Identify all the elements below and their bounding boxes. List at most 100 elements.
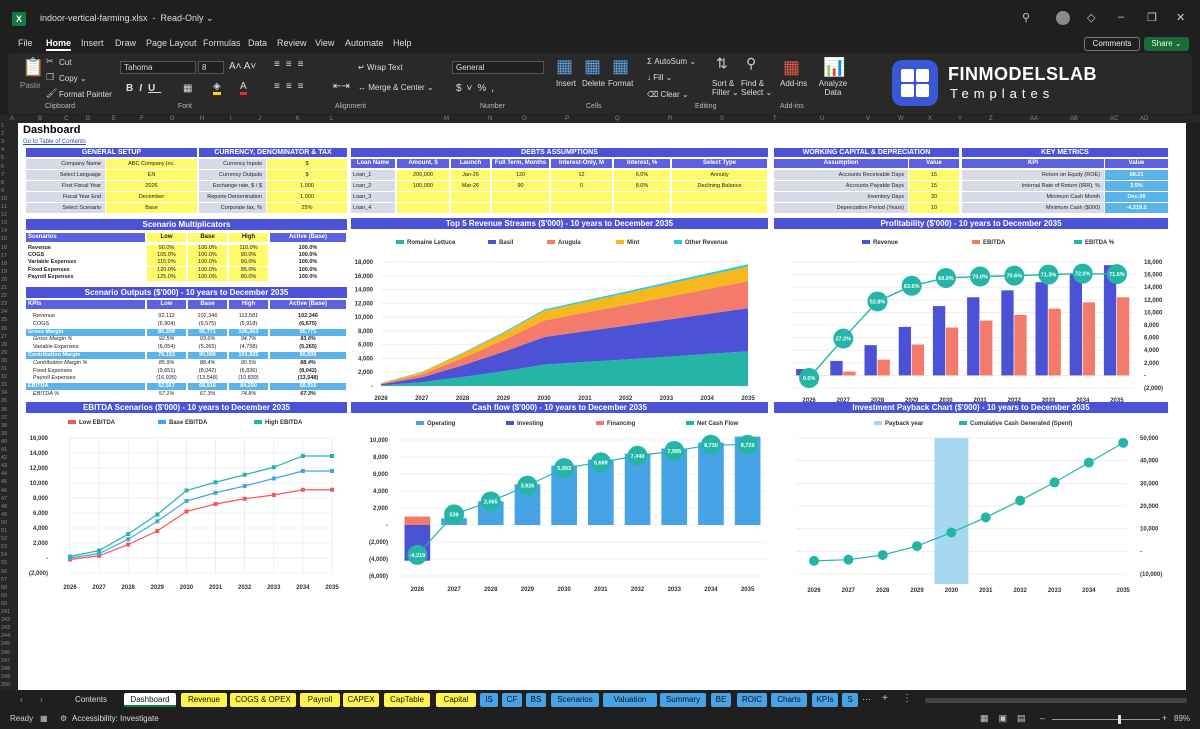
format-cells-button[interactable]: Format — [608, 79, 634, 88]
paste-button[interactable]: Paste — [20, 81, 41, 90]
autosum-button[interactable]: Σ AutoSum ⌄ — [647, 57, 697, 66]
align-left-icons[interactable]: ≡≡≡ — [274, 81, 310, 92]
find-select-button[interactable]: Find & Select ⌄ — [741, 79, 773, 97]
indent-icon[interactable]: ⇤⇥ — [333, 81, 350, 92]
sheet-tab[interactable]: CAPEX — [343, 693, 379, 707]
zoom-slider[interactable] — [1052, 719, 1160, 720]
copy-icon[interactable]: ❐ — [46, 72, 55, 82]
outputs-cell: 67.3% — [199, 391, 216, 397]
delete-cells-button[interactable]: Delete — [582, 79, 606, 88]
sheet-tab[interactable]: COGS & OPEX — [230, 693, 296, 707]
add-sheet-icon[interactable]: + — [882, 693, 888, 704]
analyze-data-button[interactable]: Analyze Data — [818, 79, 848, 97]
sheet-list-icon[interactable]: ⋮ — [902, 693, 912, 704]
menu-data[interactable]: Data — [248, 38, 268, 48]
diamond-icon[interactable]: ◇ — [1087, 12, 1096, 24]
menu-insert[interactable]: Insert — [81, 38, 104, 48]
format-painter-icon[interactable]: 🖌 — [46, 88, 58, 98]
sheet-tab[interactable]: Dashboard — [124, 693, 176, 707]
menu-page-layout[interactable]: Page Layout — [146, 38, 197, 48]
sheet-tab[interactable]: IS — [480, 693, 498, 707]
sheet-tab[interactable]: Capital — [436, 693, 476, 707]
clear-button[interactable]: ⌫ Clear ⌄ — [647, 90, 689, 99]
fill-color-icon[interactable]: ◈ — [213, 81, 221, 95]
align-top-icons[interactable]: ≡≡≡ — [274, 59, 310, 70]
worksheet[interactable]: Dashboard Go to Table of Contents GENERA… — [18, 123, 1186, 690]
merge-center-button[interactable]: ↔ Merge & Center ⌄ — [358, 83, 434, 92]
number-format-icons[interactable]: $˅%, — [456, 83, 500, 94]
menu-automate[interactable]: Automate — [345, 38, 384, 48]
sheet-tab[interactable]: KPIs — [812, 693, 838, 707]
bold-italic-underline-icons[interactable]: BIU — [126, 83, 162, 94]
format-painter-button[interactable]: Format Painter — [59, 90, 112, 99]
delete-cells-icon[interactable]: ▦ — [584, 56, 602, 76]
vertical-scrollbar[interactable] — [1186, 123, 1200, 690]
sheet-tab[interactable]: Scenarios — [551, 693, 599, 707]
menu-formulas[interactable]: Formulas — [203, 38, 241, 48]
sheet-tab[interactable]: CapTable — [384, 693, 430, 707]
restore-icon[interactable]: ❐ — [1147, 12, 1157, 24]
font-color-icon[interactable]: A — [240, 81, 247, 95]
zoom-slider-thumb[interactable] — [1118, 715, 1121, 724]
sheet-tab[interactable]: Revenue — [181, 693, 227, 707]
close-icon[interactable]: ✕ — [1176, 12, 1186, 24]
format-cells-icon[interactable]: ▦ — [612, 56, 630, 76]
view-mode-icons[interactable]: ▦▣▤ — [980, 713, 1036, 723]
font-name-select[interactable]: Tahoma — [120, 61, 196, 74]
analyze-data-icon[interactable]: 📊 — [823, 57, 846, 77]
tab-prev-icon[interactable]: ‹ — [20, 695, 23, 704]
menu-review[interactable]: Review — [277, 38, 307, 48]
more-tabs-icon[interactable]: ⋯ — [862, 694, 871, 704]
status-accessibility[interactable]: Accessibility: Investigate — [72, 714, 159, 723]
sheet-tab[interactable]: Charts — [771, 693, 807, 707]
sheet-tab[interactable]: BE — [711, 693, 731, 707]
zoom-in-icon[interactable]: + — [1162, 713, 1168, 723]
accessibility-icon[interactable]: ⚙ — [60, 714, 68, 723]
insert-cells-button[interactable]: Insert — [556, 79, 577, 88]
sort-filter-button[interactable]: Sort & Filter ⌄ — [712, 79, 739, 97]
macro-record-icon[interactable]: ▦ — [40, 714, 48, 723]
sheet-tab[interactable]: ROIC — [737, 693, 767, 707]
font-grow-icon[interactable]: A˄ A˅ — [229, 61, 257, 72]
sheet-tab[interactable]: S — [842, 693, 858, 707]
find-icon[interactable]: ⚲ — [746, 55, 757, 71]
cut-icon[interactable]: ✂ — [46, 56, 54, 66]
comments-button[interactable]: Comments — [1084, 37, 1140, 51]
y-tick-label: (2,000) — [369, 540, 388, 546]
sheet-tab[interactable]: Summary — [660, 693, 706, 707]
minimize-icon[interactable]: – — [1118, 11, 1125, 23]
tab-next-icon[interactable]: › — [40, 695, 43, 704]
paste-icon[interactable]: 📋 — [22, 57, 45, 77]
sheet-tab[interactable]: BS — [526, 693, 546, 707]
menu-view[interactable]: View — [315, 38, 335, 48]
avatar[interactable] — [1056, 11, 1070, 25]
menu-home[interactable]: Home — [46, 38, 72, 51]
row-header: 8 — [1, 179, 5, 186]
fill-button[interactable]: ↓ Fill ⌄ — [647, 73, 673, 82]
sheet-tab[interactable]: CF — [502, 693, 522, 707]
insert-cells-icon[interactable]: ▦ — [556, 56, 574, 76]
number-format-select[interactable]: General — [452, 61, 544, 74]
zoom-level[interactable]: 89% — [1174, 714, 1191, 723]
horizontal-scrollbar[interactable] — [925, 698, 1187, 703]
sort-filter-icon[interactable]: ⇅ — [716, 55, 728, 71]
font-size-select[interactable]: 8 — [198, 61, 224, 74]
menu-file[interactable]: File — [18, 38, 33, 48]
sheet-tab[interactable]: Payroll — [300, 693, 340, 707]
wrap-text-button[interactable]: ↵ Wrap Text — [358, 63, 403, 72]
cut-button[interactable]: Cut — [59, 58, 72, 67]
sheet-tab[interactable]: Contents — [74, 695, 108, 704]
borders-icon[interactable]: ▦ — [183, 83, 193, 94]
search-icon[interactable]: ⚲ — [1022, 12, 1031, 24]
copy-button[interactable]: Copy ⌄ — [59, 74, 87, 83]
share-button[interactable]: Share ⌄ — [1144, 37, 1189, 51]
menu-help[interactable]: Help — [393, 38, 412, 48]
point — [271, 465, 276, 470]
addins-button[interactable]: Add-ins — [780, 79, 808, 88]
sheet-tab[interactable]: Valuation — [603, 693, 657, 707]
editing-group-label: Editing — [695, 103, 717, 110]
menu-draw[interactable]: Draw — [115, 38, 137, 48]
addins-icon[interactable]: ▦ — [783, 57, 801, 77]
toc-link[interactable]: Go to Table of Contents — [23, 139, 86, 145]
zoom-out-icon[interactable]: – — [1040, 713, 1046, 723]
